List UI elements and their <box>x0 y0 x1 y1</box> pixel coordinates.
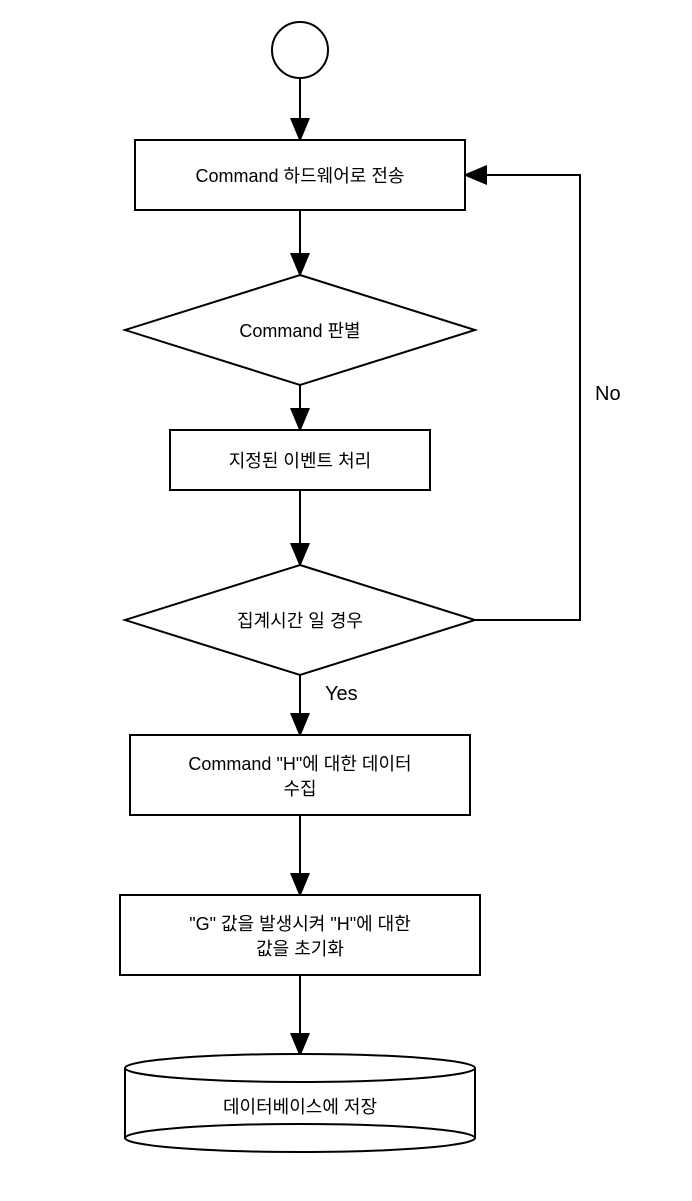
edge-label-no: No <box>595 383 621 405</box>
edge-label-yes: Yes <box>325 683 358 705</box>
node-collect <box>130 735 470 815</box>
node-decide1-label: Command 판별 <box>239 321 360 341</box>
node-init <box>120 895 480 975</box>
node-send-label: Command 하드웨어로 전송 <box>196 166 405 186</box>
node-db-label: 데이터베이스에 저장 <box>223 1097 377 1117</box>
node-collect-label2: 수집 <box>283 779 316 799</box>
flowchart-canvas: Yes No Command 하드웨어로 전송 Command 판별 지정된 이… <box>0 0 692 1201</box>
node-init-label1: "G" 값을 발생시켜 "H"에 대한 <box>189 914 411 934</box>
edge-decide2-send-no <box>467 175 580 620</box>
node-decide2-label: 집계시간 일 경우 <box>237 611 363 631</box>
node-init-label2: 값을 초기화 <box>256 939 344 959</box>
node-event-label: 지정된 이벤트 처리 <box>229 451 371 471</box>
node-collect-label1: Command "H"에 대한 데이터 <box>188 754 411 774</box>
node-start <box>272 22 328 78</box>
